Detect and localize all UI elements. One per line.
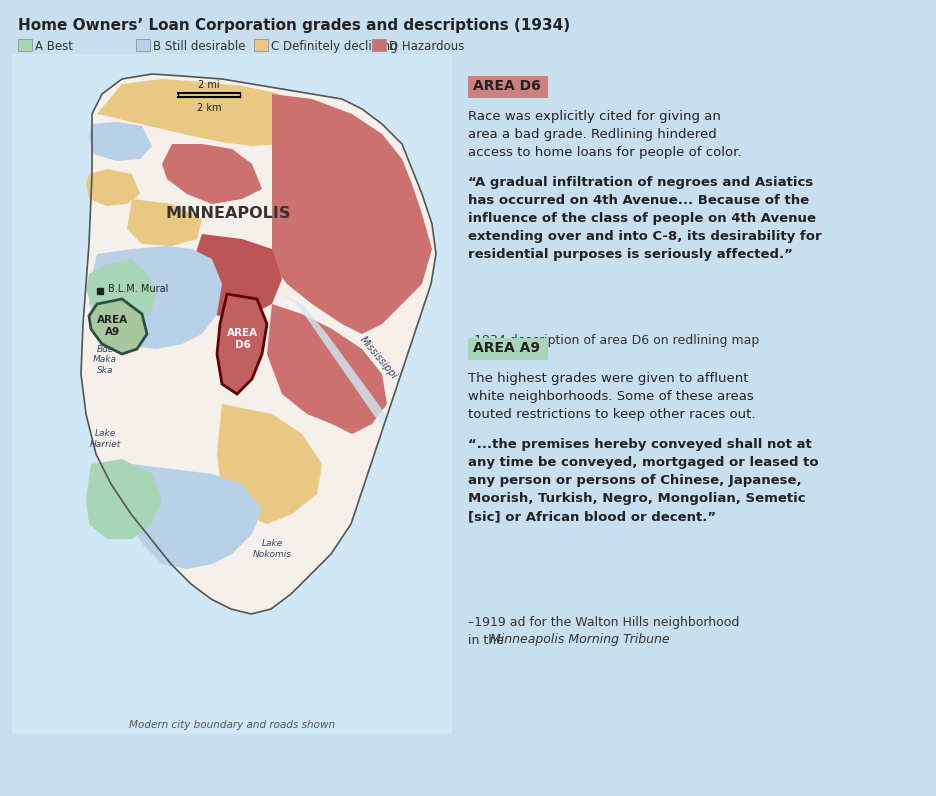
Text: “A gradual infiltration of negroes and Asiatics
has occurred on 4th Avenue... Be: “A gradual infiltration of negroes and A… [468, 176, 822, 261]
Polygon shape [162, 144, 262, 204]
Text: Lake
Nokomis: Lake Nokomis [253, 540, 291, 559]
Text: 2 mi: 2 mi [198, 80, 220, 90]
Polygon shape [217, 294, 267, 394]
Text: Lake
Harriet: Lake Harriet [89, 429, 121, 449]
Text: Home Owners’ Loan Corporation grades and descriptions (1934): Home Owners’ Loan Corporation grades and… [18, 18, 570, 33]
Polygon shape [192, 234, 282, 319]
Bar [468, 76, 548, 98]
Polygon shape [89, 246, 222, 349]
Polygon shape [127, 464, 262, 569]
Text: A Best: A Best [35, 40, 73, 53]
Bar [136, 39, 150, 51]
Polygon shape [89, 122, 152, 161]
Polygon shape [127, 199, 202, 246]
Bar [254, 39, 268, 51]
Text: B Still desirable: B Still desirable [153, 40, 245, 53]
Polygon shape [97, 79, 332, 146]
Polygon shape [86, 259, 157, 324]
Text: 2 km: 2 km [197, 103, 221, 113]
Polygon shape [217, 404, 322, 524]
Text: –1934 description of area D6 on redlining map: –1934 description of area D6 on redlinin… [468, 334, 759, 347]
Text: Mississippi: Mississippi [358, 334, 400, 381]
Text: Bde
Maka
Ska: Bde Maka Ska [93, 345, 117, 375]
Polygon shape [280, 294, 437, 464]
Text: Modern city boundary and roads shown: Modern city boundary and roads shown [129, 720, 335, 730]
Bar [372, 39, 386, 51]
Polygon shape [267, 304, 387, 434]
Bar [468, 338, 548, 360]
Text: Race was explicitly cited for giving an
area a bad grade. Redlining hindered
acc: Race was explicitly cited for giving an … [468, 110, 741, 159]
Text: “...the premises hereby conveyed shall not at
any time be conveyed, mortgaged or: “...the premises hereby conveyed shall n… [468, 438, 819, 523]
Bar [12, 54, 452, 734]
Text: AREA
A9: AREA A9 [97, 315, 128, 337]
Text: –1919 ad for the Walton Hills neighborhood
in the: –1919 ad for the Walton Hills neighborho… [468, 616, 739, 647]
Text: AREA D6: AREA D6 [473, 79, 541, 93]
Polygon shape [86, 169, 140, 206]
Text: AREA
D6: AREA D6 [227, 328, 258, 349]
Polygon shape [81, 74, 436, 614]
Bar [18, 39, 32, 51]
Text: D Hazardous: D Hazardous [389, 40, 464, 53]
Text: C Definitely declining: C Definitely declining [271, 40, 398, 53]
Polygon shape [86, 459, 162, 539]
Text: AREA A9: AREA A9 [473, 341, 540, 355]
Polygon shape [89, 299, 147, 354]
Polygon shape [272, 94, 432, 334]
Text: MINNEAPOLIS: MINNEAPOLIS [166, 206, 291, 221]
Text: Minneapolis Morning Tribune: Minneapolis Morning Tribune [490, 633, 669, 646]
Text: B.L.M. Mural: B.L.M. Mural [108, 284, 168, 294]
Text: The highest grades were given to affluent
white neighborhoods. Some of these are: The highest grades were given to affluen… [468, 372, 755, 421]
